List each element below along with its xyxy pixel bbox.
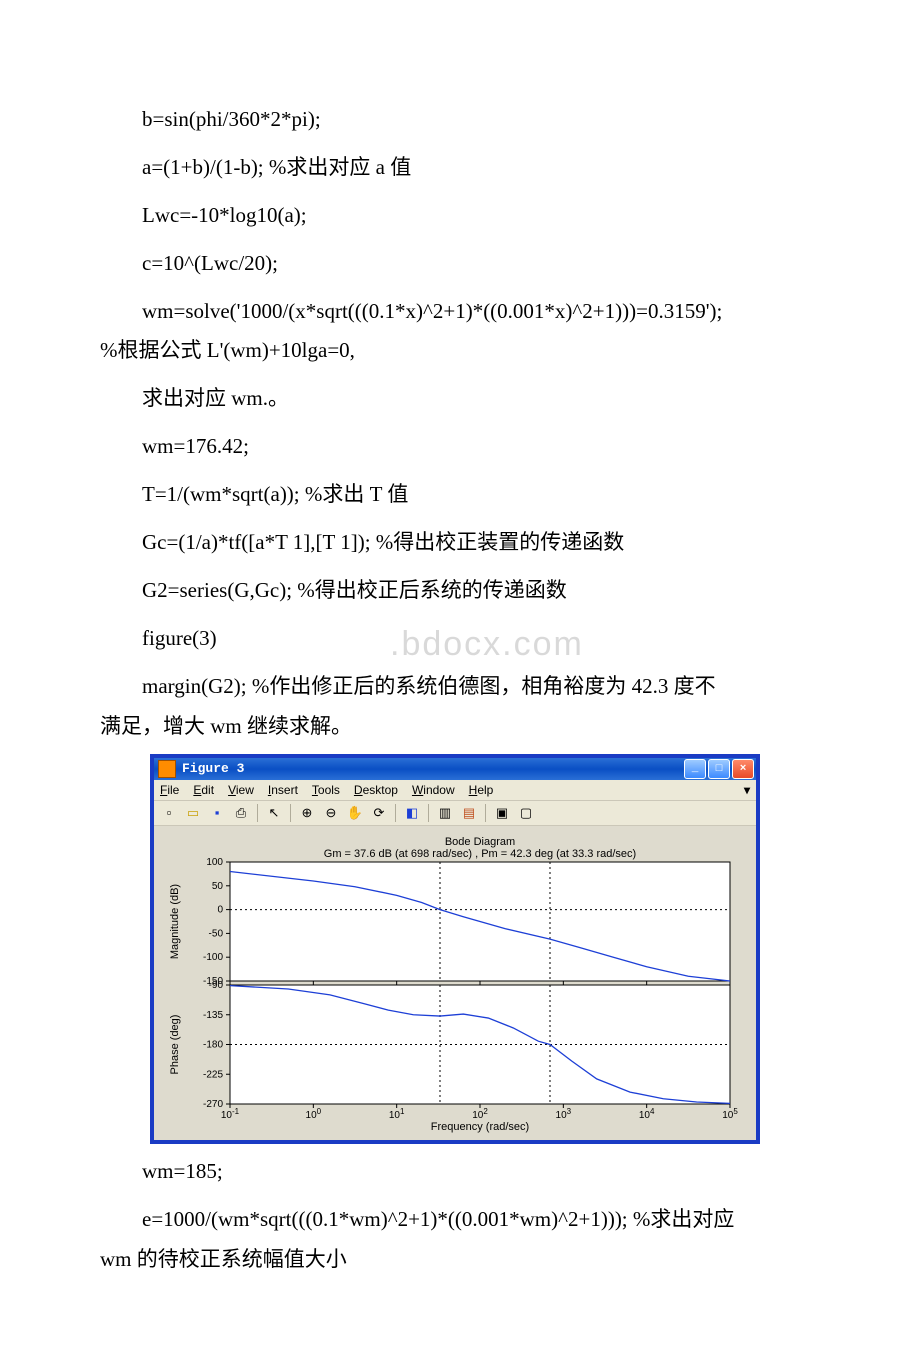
code-line: 满足，增大 wm 继续求解。 [100, 707, 820, 747]
menu-view[interactable]: View [228, 779, 254, 802]
plot-area: Bode DiagramGm = 37.6 dB (at 698 rad/sec… [154, 826, 756, 1140]
toolbar-divider [290, 804, 291, 822]
print-icon[interactable]: ⎙ [230, 802, 252, 824]
code-line: G2=series(G,Gc); %得出校正后系统的传递函数 [100, 571, 820, 611]
svg-text:Frequency (rad/sec): Frequency (rad/sec) [431, 1121, 529, 1133]
svg-text:-100: -100 [203, 953, 223, 964]
titlebar[interactable]: Figure 3 _ □ × [154, 758, 756, 780]
code-line: T=1/(wm*sqrt(a)); %求出 T 值 [100, 475, 820, 515]
menu-window[interactable]: Window [412, 779, 455, 802]
save-icon[interactable]: ▪ [206, 802, 228, 824]
svg-text:100: 100 [206, 857, 223, 868]
menu-insert[interactable]: Insert [268, 779, 298, 802]
legend-icon[interactable]: ▤ [458, 802, 480, 824]
toolbar: ▫ ▭ ▪ ⎙ ↖ ⊕ ⊖ ✋ ⟳ ◧ ▥ ▤ ▣ ▢ [154, 801, 756, 826]
code-line: a=(1+b)/(1-b); %求出对应 a 值 [100, 148, 820, 188]
menubar: File Edit View Insert Tools Desktop Wind… [154, 780, 756, 801]
menu-desktop[interactable]: Desktop [354, 779, 398, 802]
toolbar-divider [485, 804, 486, 822]
toolbar-divider [257, 804, 258, 822]
svg-text:Bode Diagram: Bode Diagram [445, 836, 515, 848]
svg-text:Magnitude (dB): Magnitude (dB) [169, 884, 181, 959]
new-icon[interactable]: ▫ [158, 802, 180, 824]
svg-text:-50: -50 [209, 929, 224, 940]
code-line: wm=185; [100, 1152, 820, 1192]
svg-text:Gm = 37.6 dB (at 698 rad/sec): Gm = 37.6 dB (at 698 rad/sec) , Pm = 42.… [324, 848, 636, 860]
svg-text:-180: -180 [203, 1040, 223, 1051]
toolbar-divider [395, 804, 396, 822]
code-line: %根据公式 L'(wm)+10lga=0, [100, 331, 820, 371]
zoom-out-icon[interactable]: ⊖ [320, 802, 342, 824]
svg-text:0: 0 [217, 905, 223, 916]
datacursor-icon[interactable]: ◧ [401, 802, 423, 824]
code-line: wm=solve('1000/(x*sqrt(((0.1*x)^2+1)*((0… [100, 292, 820, 332]
svg-text:-90: -90 [209, 980, 224, 991]
maximize-button[interactable]: □ [708, 759, 730, 779]
close-button[interactable]: × [732, 759, 754, 779]
show-tools-icon[interactable]: ▢ [515, 802, 537, 824]
colorbar-icon[interactable]: ▥ [434, 802, 456, 824]
code-line: e=1000/(wm*sqrt(((0.1*wm)^2+1)*((0.001*w… [100, 1200, 820, 1240]
menu-overflow-icon[interactable]: ▾ [744, 779, 750, 802]
svg-text:-270: -270 [203, 1099, 223, 1110]
menu-tools[interactable]: Tools [312, 779, 340, 802]
menu-edit[interactable]: Edit [193, 779, 214, 802]
menu-file[interactable]: File [160, 779, 179, 802]
svg-text:Phase (deg): Phase (deg) [169, 1015, 181, 1075]
svg-text:105: 105 [722, 1107, 738, 1121]
svg-text:101: 101 [389, 1107, 405, 1121]
toolbar-divider [428, 804, 429, 822]
hide-tools-icon[interactable]: ▣ [491, 802, 513, 824]
zoom-in-icon[interactable]: ⊕ [296, 802, 318, 824]
svg-text:103: 103 [556, 1107, 572, 1121]
code-line: Lwc=-10*log10(a); [100, 196, 820, 236]
code-line: 求出对应 wm.。 [100, 379, 820, 419]
code-line: wm 的待校正系统幅值大小 [100, 1240, 820, 1280]
matlab-icon [158, 760, 176, 778]
rotate-icon[interactable]: ⟳ [368, 802, 390, 824]
pointer-icon[interactable]: ↖ [263, 802, 285, 824]
minimize-button[interactable]: _ [684, 759, 706, 779]
code-line: margin(G2); %作出修正后的系统伯德图，相角裕度为 42.3 度不 [100, 667, 820, 707]
code-line: wm=176.42; [100, 427, 820, 467]
code-line: b=sin(phi/360*2*pi); [100, 100, 820, 140]
open-icon[interactable]: ▭ [182, 802, 204, 824]
bode-diagram: Bode DiagramGm = 37.6 dB (at 698 rad/sec… [160, 834, 750, 1134]
code-line: figure(3) [100, 619, 820, 659]
svg-text:104: 104 [639, 1107, 655, 1121]
code-line: c=10^(Lwc/20); [100, 244, 820, 284]
figure-window: Figure 3 _ □ × File Edit View Insert Too… [150, 754, 760, 1144]
menu-help[interactable]: Help [469, 779, 494, 802]
svg-text:-135: -135 [203, 1010, 223, 1021]
code-line: Gc=(1/a)*tf([a*T 1],[T 1]); %得出校正装置的传递函数 [100, 523, 820, 563]
svg-text:50: 50 [212, 881, 224, 892]
svg-text:100: 100 [306, 1107, 322, 1121]
svg-text:10-1: 10-1 [221, 1107, 240, 1121]
svg-text:102: 102 [472, 1107, 488, 1121]
svg-text:-225: -225 [203, 1070, 223, 1081]
pan-icon[interactable]: ✋ [344, 802, 366, 824]
